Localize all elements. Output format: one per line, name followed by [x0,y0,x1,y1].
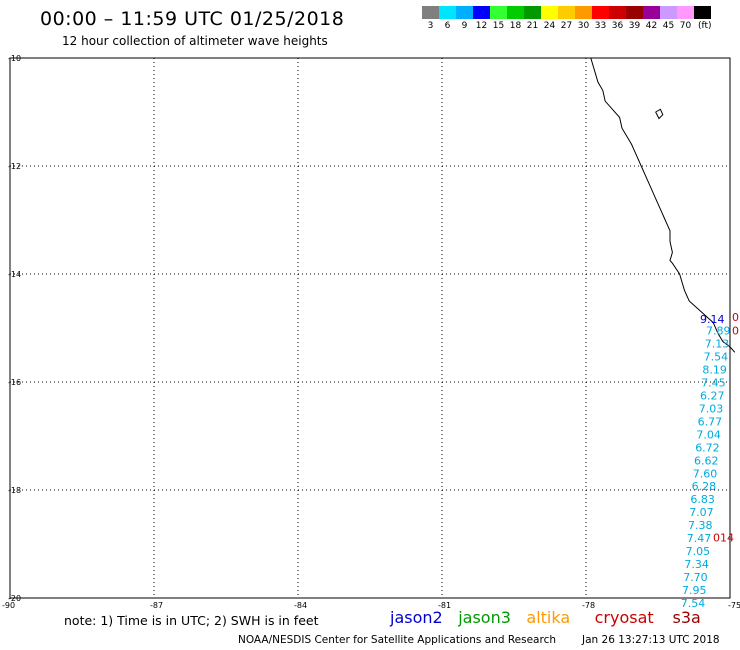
map-frame [9,57,731,599]
latitude-label: -12 [8,162,21,171]
jason3-value-label: 7.95 [682,584,707,597]
jason3-value-label: 7.45 [701,377,726,390]
jason3-value-label: 7.70 [683,571,708,584]
colorbar-label: 33 [594,21,607,31]
longitude-label: -87 [150,601,163,610]
colorbar-swatch [507,6,524,19]
colorbar-swatch [694,6,711,19]
jason3-value-label: 6.83 [690,493,715,506]
colorbar-swatch [575,6,592,19]
jason3-value-label: 7.13 [705,338,730,351]
colorbar-label: 45 [662,21,675,31]
colorbar-swatch [558,6,575,19]
latitude-label: -20 [8,594,21,603]
jason3-value-label: 6.62 [694,454,719,467]
colorbar-labels: 3 6 9 12 15 18 21 24 27 30 33 36 39 42 45 70 (ft) [422,21,728,31]
colorbar-swatch [541,6,558,19]
coastline [590,57,736,353]
legend-cryosat: cryosat [594,608,654,627]
colorbar-swatch [422,6,439,19]
latitude-label: -10 [8,54,21,63]
colorbar-label: 21 [526,21,539,31]
latitude-label: -16 [8,378,21,387]
colorbar-label: 30 [577,21,590,31]
legend-altika: altika [526,608,571,627]
timestamp: Jan 26 13:27:13 UTC 2018 [582,634,720,646]
colorbar-swatch [524,6,541,19]
colorbar-label: 6 [444,21,451,31]
longitude-label: -78 [582,601,595,610]
colorbar-swatch [439,6,456,19]
cryosat-value-label: 0 [732,325,739,338]
jason3-value-label: 7.47 [687,532,712,545]
colorbar-label: 39 [628,21,641,31]
colorbar-swatch [643,6,660,19]
colorbar-label: 9 [461,21,468,31]
jason3-value-label: 7.38 [688,519,713,532]
colorbar-swatch [660,6,677,19]
jason3-value-label: 7.34 [684,558,709,571]
lat-lon-grid [10,58,730,598]
jason3-value-label: 7.04 [696,428,721,441]
jason3-value-label: 6.28 [692,480,717,493]
map-subtitle: 12 hour collection of altimeter wave hei… [62,34,328,48]
cryosat-value-label: 0 [732,311,739,324]
colorbar-swatch [456,6,473,19]
colorbar-label: 24 [543,21,556,31]
legend-note: note: 1) Time is in UTC; 2) SWH is in fe… [64,613,319,628]
latitude-labels: -10 -12 -14 -16 -18 -20 [8,54,21,603]
jason3-value-label: 7.07 [689,506,714,519]
colorbar-label: 18 [509,21,522,31]
jason2-value-label: 9.14 [700,313,725,326]
colorbar-swatch [490,6,507,19]
longitude-labels: -90 -87 -84 -81 -78 -75 [2,601,740,610]
colorbar-label: 42 [645,21,658,31]
longitude-label: -75 [728,601,740,610]
jason3-value-label: 6.27 [700,390,725,403]
colorbar-label: 15 [492,21,505,31]
latitude-label: -14 [8,270,21,279]
legend-jason3: jason3 [458,608,511,627]
legend-s3a: s3a [672,608,701,627]
colorbar [422,6,711,19]
colorbar-label: 36 [611,21,624,31]
colorbar-label: 12 [475,21,488,31]
jason3-value-label: 7.54 [681,597,706,610]
jason3-value-label: 6.77 [698,415,723,428]
legend-jason2: jason2 [390,608,443,627]
latitude-label: -18 [8,486,21,495]
jason3-value-label: 7.03 [699,402,724,415]
credit-line: NOAA/NESDIS Center for Satellite Applica… [238,634,556,646]
colorbar-label: 3 [427,21,434,31]
colorbar-unit: (ft) [698,21,712,31]
colorbar-swatch [473,6,490,19]
track-value-labels: 9.147.897.137.548.197.456.277.036.777.04… [681,311,739,610]
colorbar-swatch [677,6,694,19]
jason3-value-label: 7.05 [686,545,711,558]
map-title: 00:00 – 11:59 UTC 01/25/2018 [40,8,345,30]
longitude-label: -90 [2,601,15,610]
jason3-value-label: 7.89 [706,325,731,338]
colorbar-label: 27 [560,21,573,31]
longitude-label: -81 [438,601,451,610]
jason3-value-label: 7.60 [693,467,718,480]
longitude-label: -84 [294,601,307,610]
jason3-value-label: 7.54 [704,351,729,364]
colorbar-label: 70 [679,21,692,31]
island-outline [655,108,664,120]
jason3-value-label: 8.19 [702,364,727,377]
jason3-value-label: 6.72 [695,441,720,454]
colorbar-swatch [626,6,643,19]
colorbar-swatch [609,6,626,19]
cryosat-value-label: 014 [713,532,734,545]
colorbar-swatch [592,6,609,19]
